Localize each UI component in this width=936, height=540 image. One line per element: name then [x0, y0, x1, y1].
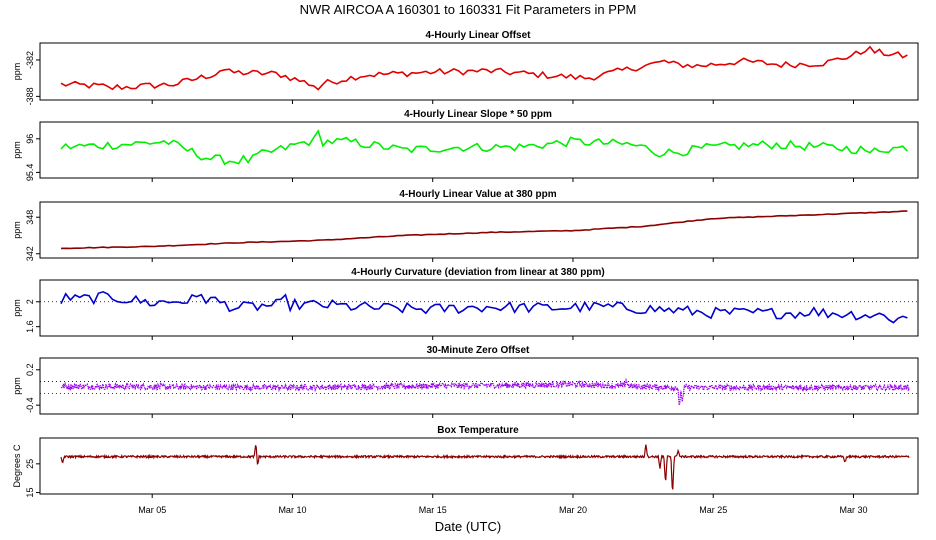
x-tick-label: Mar 30 [839, 505, 867, 515]
y-tick-label: 348 [25, 210, 35, 225]
panel-1: 4-Hourly Linear Offset ppm-382 -388 [12, 30, 919, 105]
panel-title: 4-Hourly Linear Offset [425, 30, 531, 41]
y-axis-label: ppm [12, 377, 22, 395]
panel-frame [39, 357, 919, 415]
y-tick-label: -382 [25, 51, 35, 69]
y-tick-label: -388 [25, 87, 35, 105]
panel-title: 4-Hourly Linear Value at 380 ppm [399, 189, 556, 200]
x-tick-label: Mar 15 [419, 505, 447, 515]
y-tick-label: 25 [25, 459, 35, 469]
y-axis-label: ppm [12, 141, 22, 159]
panel-title: 4-Hourly Curvature (deviation from linea… [351, 267, 604, 278]
x-tick-label: Mar 25 [699, 505, 727, 515]
panel-frame [39, 437, 919, 495]
data-series [60, 129, 908, 166]
x-axis-label: Date (UTC) [435, 519, 501, 534]
panels-group: 4-Hourly Linear Offsetppm-382-3884-Hourl… [12, 30, 919, 515]
y-tick-label: 15 [25, 488, 35, 498]
y-axis-label: ppm [12, 221, 22, 239]
y-axis-label: Degrees C [12, 444, 22, 488]
y-tick-label: 96 [25, 134, 35, 144]
y-tick-label: 2 [25, 299, 35, 304]
data-series [60, 377, 910, 406]
x-tick-label: Mar 10 [278, 505, 306, 515]
panel-frame [39, 42, 919, 101]
y-tick-label: 95.4 [25, 164, 35, 182]
panel-frame [39, 201, 919, 259]
data-series [60, 290, 908, 324]
y-axis-label: ppm [12, 63, 22, 81]
panel-6: Box Temperature Degrees C 25 15 [12, 425, 919, 498]
x-tick-label: Mar 05 [138, 505, 166, 515]
panel-frame [39, 279, 919, 337]
data-series [60, 210, 908, 250]
panel-frame [39, 121, 919, 179]
panel-4: 4-Hourly Curvature (deviation from linea… [12, 267, 919, 340]
panel-title: 30-Minute Zero Offset [427, 345, 530, 356]
y-tick-label: -0.4 [25, 397, 35, 413]
data-series [60, 45, 908, 91]
panel-title: Box Temperature [437, 425, 519, 436]
data-series [60, 444, 910, 490]
figure-title: NWR AIRCOA A 160301 to 160331 Fit Parame… [300, 2, 637, 17]
y-tick-label: 1.6 [25, 320, 35, 333]
x-tick-label: Mar 20 [559, 505, 587, 515]
y-tick-label: 342 [25, 246, 35, 261]
y-tick-label: 0.2 [25, 364, 35, 377]
y-axis-label: ppm [12, 299, 22, 317]
panel-title: 4-Hourly Linear Slope * 50 ppm [404, 109, 552, 120]
